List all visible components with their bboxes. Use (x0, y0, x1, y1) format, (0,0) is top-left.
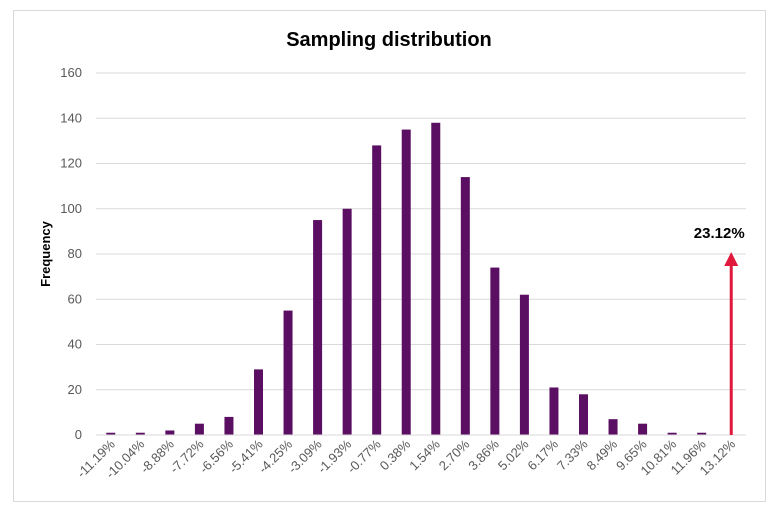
chart-title: Sampling distribution (286, 29, 492, 51)
x-axis-ticks: -11.19%-10.04%-8.88%-7.72%-6.56%-5.41%-4… (74, 436, 739, 481)
grid (96, 72, 746, 391)
x-tick-label: 0.38% (377, 436, 414, 473)
y-tick-label: 80 (68, 246, 82, 261)
x-tick-label: 7.33% (554, 436, 591, 473)
bar (313, 220, 323, 435)
y-tick-label: 20 (68, 382, 82, 397)
x-tick-label: 5.02% (495, 436, 532, 473)
bar (519, 294, 529, 435)
y-tick-label: 120 (60, 156, 82, 171)
y-tick-label: 40 (68, 337, 82, 352)
x-tick-label: 2.70% (436, 436, 473, 473)
bar (579, 394, 588, 435)
bar (135, 432, 145, 435)
annotation: 23.12% (694, 225, 745, 435)
bar (638, 423, 648, 435)
bar (549, 387, 559, 435)
bar (283, 310, 293, 435)
y-tick-label: 160 (60, 65, 82, 80)
y-tick-label: 140 (60, 110, 82, 125)
chart-frame (13, 10, 766, 502)
y-axis-ticks: 0 20 40 60 80 100 120 140 160 (60, 65, 82, 442)
x-tick-label: -0.77% (344, 436, 384, 476)
bar (254, 369, 263, 435)
bar (608, 419, 618, 435)
bar (342, 208, 352, 435)
annotation-arrow-head (724, 252, 739, 266)
y-tick-label: 60 (68, 291, 82, 306)
x-tick-label: 3.86% (465, 436, 502, 473)
bars (106, 122, 707, 436)
bar (165, 430, 175, 435)
y-tick-label: 100 (60, 201, 82, 216)
bar (401, 129, 411, 435)
bar (667, 432, 677, 435)
bar (460, 177, 470, 435)
bar (106, 432, 116, 435)
x-tick-label: 6.17% (524, 436, 561, 473)
bar (697, 432, 707, 435)
x-tick-label: 8.49% (583, 436, 620, 473)
bar (224, 416, 234, 435)
bar (194, 423, 204, 435)
annotation-label: 23.12% (694, 225, 745, 242)
x-tick-label: 1.54% (406, 436, 443, 473)
bar (490, 267, 500, 435)
y-axis-title: Frequency (38, 220, 53, 287)
y-tick-label: 0 (75, 427, 82, 442)
bar (372, 145, 382, 435)
bar (431, 122, 441, 436)
